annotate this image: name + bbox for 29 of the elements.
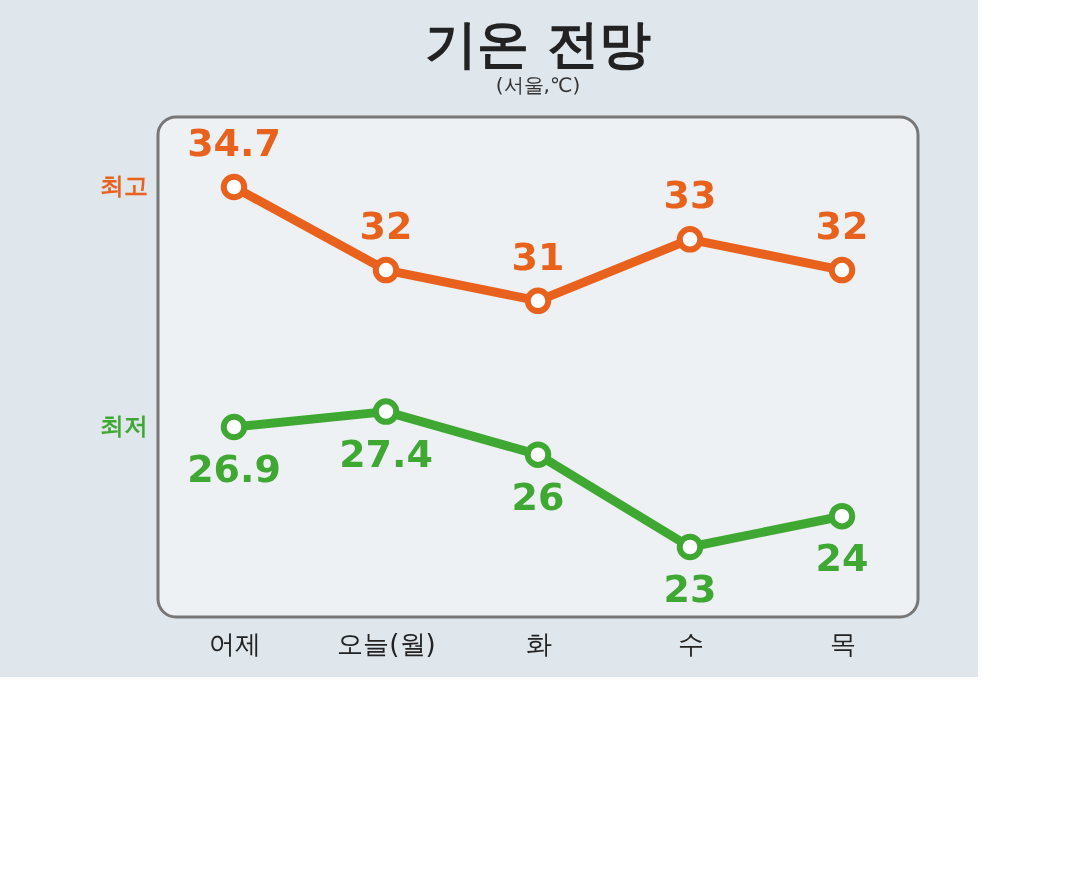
point	[524, 441, 552, 468]
point	[676, 226, 704, 253]
point	[676, 533, 704, 561]
x-tick-label: 수	[677, 628, 704, 659]
point	[828, 256, 856, 284]
text: 최저	[100, 412, 148, 440]
data-label: 23	[663, 567, 717, 611]
data-label: 31	[511, 234, 565, 279]
chart-title: 기온 전망	[424, 14, 652, 74]
x-tick-label: 어제	[208, 628, 261, 659]
x-tick-label: 목	[829, 628, 856, 659]
data-label: 27.4	[339, 431, 433, 476]
point	[220, 173, 248, 201]
data-label: 26.9	[187, 447, 281, 491]
point	[372, 256, 400, 284]
data-label: 33	[663, 173, 717, 218]
point	[524, 287, 552, 315]
x-tick-label: 오늘(월)	[337, 628, 436, 659]
point	[372, 398, 400, 425]
data-label: 32	[359, 204, 413, 249]
data-label: 32	[815, 204, 869, 249]
point	[220, 413, 248, 441]
data-label: 34.7	[187, 121, 281, 165]
data-label: 26	[511, 474, 565, 519]
point	[828, 503, 856, 530]
x-tick-label: 화	[525, 628, 552, 659]
text: 최고	[100, 172, 148, 200]
chart-subtitle: (서울,℃)	[495, 73, 581, 97]
data-label: 24	[815, 536, 869, 581]
